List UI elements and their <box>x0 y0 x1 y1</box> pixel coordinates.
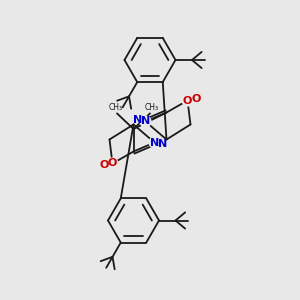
Text: CH₃: CH₃ <box>108 103 123 112</box>
Text: O: O <box>108 158 117 169</box>
Circle shape <box>107 158 118 169</box>
Text: N: N <box>141 116 150 127</box>
Text: O: O <box>183 95 192 106</box>
Circle shape <box>182 95 193 106</box>
Circle shape <box>149 137 160 148</box>
Circle shape <box>140 116 151 127</box>
Text: N: N <box>133 115 142 125</box>
Text: N: N <box>158 139 167 149</box>
Text: O: O <box>100 160 109 170</box>
Text: N: N <box>150 137 159 148</box>
Text: CH₃: CH₃ <box>144 103 159 112</box>
Text: O: O <box>191 94 200 104</box>
